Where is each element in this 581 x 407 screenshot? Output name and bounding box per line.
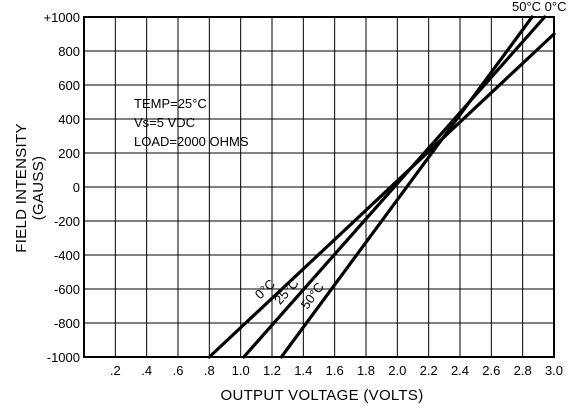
x-tick-labels: .2 .4 .6 .8 1.0 1.2 1.4 1.6 1.8 2.0 2.2 2.4 2.6 2.8 3.… [110,363,563,378]
plot-border [83,16,555,358]
y-axis-unit-label: (GAUSS) [30,156,47,221]
y-axis-label: FIELD INTENSITY [13,123,30,253]
series-line-2 [279,15,534,359]
annotation-temp: TEMP=25°C [134,96,207,111]
series-label-2: 50°C [298,280,327,312]
y-tick-label: -400 [54,248,80,263]
x-axis-label: OUTPUT VOLTAGE (VOLTS) [220,387,423,404]
x-tick-label: 2.6 [482,363,500,378]
y-tick-label: -800 [54,316,80,331]
x-tick-label: 2.0 [388,363,406,378]
series-line-1 [242,15,547,359]
x-tick-label: .2 [110,363,121,378]
y-tick-label: -1000 [47,350,80,365]
x-tick-label: 2.2 [420,363,438,378]
y-tick-label: 0 [73,180,80,195]
annotation-load: LOAD=2000 OHMS [134,134,249,149]
x-tick-label: .4 [141,363,152,378]
y-tick-label: 200 [58,146,80,161]
x-tick-label: .8 [204,363,215,378]
series-lines [207,15,556,359]
x-tick-label: 1.8 [357,363,375,378]
x-tick-label: 1.4 [294,363,312,378]
annotation-block: TEMP=25°C Vs=5 VDC LOAD=2000 OHMS [134,96,249,149]
x-tick-label: 1.0 [232,363,250,378]
x-tick-label: 1.2 [263,363,281,378]
x-tick-label: 1.6 [326,363,344,378]
y-tick-labels: -1000 -800 -600 -400 -200 0 200 400 600 800 +1000 [43,10,80,365]
x-tick-label: 2.4 [451,363,469,378]
y-tick-label: 400 [58,112,80,127]
x-tick-label: .6 [173,363,184,378]
y-tick-label: 800 [58,44,80,59]
series-line-0 [207,32,556,359]
y-tick-label: +1000 [43,10,80,25]
y-tick-label: -200 [54,214,80,229]
x-tick-label: 3.0 [545,363,563,378]
y-tick-label: -600 [54,282,80,297]
top-right-fragment: 50°C 0°C [512,0,566,14]
grid [84,16,555,358]
annotation-supply: Vs=5 VDC [134,115,195,130]
x-tick-label: 2.8 [514,363,532,378]
y-tick-label: 600 [58,78,80,93]
